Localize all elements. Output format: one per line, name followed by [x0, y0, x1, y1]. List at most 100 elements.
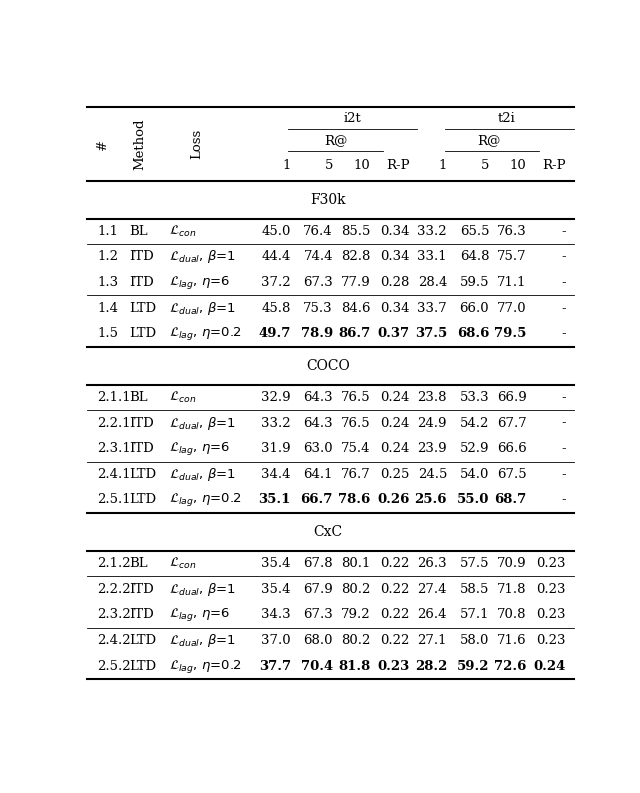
Text: 2.2.2: 2.2.2	[97, 583, 131, 596]
Text: 77.0: 77.0	[497, 302, 527, 315]
Text: 35.4: 35.4	[261, 557, 291, 570]
Text: 70.9: 70.9	[497, 557, 527, 570]
Text: 5: 5	[481, 159, 489, 173]
Text: BL: BL	[129, 391, 148, 404]
Text: ITD: ITD	[129, 251, 154, 263]
Text: Method: Method	[133, 118, 146, 170]
Text: 33.7: 33.7	[417, 302, 447, 315]
Text: 0.23: 0.23	[536, 608, 566, 621]
Text: 78.9: 78.9	[301, 328, 333, 340]
Text: -: -	[561, 416, 566, 430]
Text: 2.4.2: 2.4.2	[97, 634, 131, 647]
Text: 74.4: 74.4	[303, 251, 333, 263]
Text: 0.23: 0.23	[536, 557, 566, 570]
Text: 75.3: 75.3	[303, 302, 333, 315]
Text: 37.5: 37.5	[415, 328, 447, 340]
Text: 67.9: 67.9	[303, 583, 333, 596]
Text: 0.22: 0.22	[380, 557, 410, 570]
Text: 81.8: 81.8	[338, 660, 370, 672]
Text: 32.9: 32.9	[261, 391, 291, 404]
Text: R-P: R-P	[386, 159, 410, 173]
Text: 44.4: 44.4	[261, 251, 291, 263]
Text: 53.3: 53.3	[460, 391, 489, 404]
Text: 10: 10	[509, 159, 527, 173]
Text: $\mathcal{L}_{lag}$, $\eta$=0.2: $\mathcal{L}_{lag}$, $\eta$=0.2	[169, 657, 242, 675]
Text: 5: 5	[324, 159, 333, 173]
Text: 77.9: 77.9	[340, 276, 370, 289]
Text: #: #	[96, 139, 109, 150]
Text: 75.4: 75.4	[340, 442, 370, 455]
Text: $\mathcal{L}_{lag}$, $\eta$=6: $\mathcal{L}_{lag}$, $\eta$=6	[169, 274, 230, 291]
Text: LTD: LTD	[129, 302, 157, 315]
Text: 1: 1	[438, 159, 447, 173]
Text: 0.26: 0.26	[378, 493, 410, 507]
Text: BL: BL	[129, 557, 148, 570]
Text: 76.5: 76.5	[340, 391, 370, 404]
Text: 0.37: 0.37	[378, 328, 410, 340]
Text: 0.23: 0.23	[536, 583, 566, 596]
Text: ITD: ITD	[129, 276, 154, 289]
Text: 33.2: 33.2	[261, 416, 291, 430]
Text: 84.6: 84.6	[340, 302, 370, 315]
Text: 71.6: 71.6	[497, 634, 527, 647]
Text: 45.8: 45.8	[261, 302, 291, 315]
Text: -: -	[561, 302, 566, 315]
Text: 67.7: 67.7	[497, 416, 527, 430]
Text: 57.1: 57.1	[460, 608, 489, 621]
Text: 54.0: 54.0	[460, 468, 489, 481]
Text: 24.9: 24.9	[417, 416, 447, 430]
Text: 64.3: 64.3	[303, 416, 333, 430]
Text: 27.4: 27.4	[417, 583, 447, 596]
Text: 34.3: 34.3	[261, 608, 291, 621]
Text: 2.2.1: 2.2.1	[97, 416, 131, 430]
Text: 80.2: 80.2	[340, 634, 370, 647]
Text: 80.2: 80.2	[340, 583, 370, 596]
Text: 79.2: 79.2	[340, 608, 370, 621]
Text: 79.5: 79.5	[494, 328, 527, 340]
Text: 1.4: 1.4	[97, 302, 118, 315]
Text: 1.5: 1.5	[97, 328, 118, 340]
Text: 58.5: 58.5	[460, 583, 489, 596]
Text: 0.24: 0.24	[380, 391, 410, 404]
Text: 67.5: 67.5	[497, 468, 527, 481]
Text: i2t: i2t	[344, 112, 362, 125]
Text: 28.2: 28.2	[415, 660, 447, 672]
Text: 0.23: 0.23	[378, 660, 410, 672]
Text: BL: BL	[129, 225, 148, 238]
Text: R@: R@	[324, 134, 347, 147]
Text: 86.7: 86.7	[338, 328, 370, 340]
Text: 10: 10	[353, 159, 370, 173]
Text: 70.8: 70.8	[497, 608, 527, 621]
Text: ITD: ITD	[129, 608, 154, 621]
Text: LTD: LTD	[129, 328, 157, 340]
Text: 2.4.1: 2.4.1	[97, 468, 131, 481]
Text: 37.2: 37.2	[261, 276, 291, 289]
Text: -: -	[561, 493, 566, 507]
Text: 0.34: 0.34	[380, 302, 410, 315]
Text: 76.3: 76.3	[497, 225, 527, 238]
Text: 1.3: 1.3	[97, 276, 118, 289]
Text: 1.1: 1.1	[97, 225, 118, 238]
Text: -: -	[561, 225, 566, 238]
Text: $\mathcal{L}_{dual}$, $\beta$=1: $\mathcal{L}_{dual}$, $\beta$=1	[169, 465, 236, 483]
Text: 68.0: 68.0	[303, 634, 333, 647]
Text: 54.2: 54.2	[460, 416, 489, 430]
Text: 2.5.2: 2.5.2	[97, 660, 131, 672]
Text: 66.6: 66.6	[497, 442, 527, 455]
Text: $\mathcal{L}_{lag}$, $\eta$=6: $\mathcal{L}_{lag}$, $\eta$=6	[169, 440, 230, 458]
Text: 66.9: 66.9	[497, 391, 527, 404]
Text: 59.5: 59.5	[460, 276, 489, 289]
Text: 26.3: 26.3	[417, 557, 447, 570]
Text: -: -	[561, 442, 566, 455]
Text: 59.2: 59.2	[457, 660, 489, 672]
Text: 78.6: 78.6	[338, 493, 370, 507]
Text: 35.1: 35.1	[259, 493, 291, 507]
Text: 49.7: 49.7	[259, 328, 291, 340]
Text: LTD: LTD	[129, 493, 157, 507]
Text: -: -	[561, 391, 566, 404]
Text: 37.0: 37.0	[261, 634, 291, 647]
Text: 25.6: 25.6	[415, 493, 447, 507]
Text: t2i: t2i	[498, 112, 515, 125]
Text: 2.3.1: 2.3.1	[97, 442, 131, 455]
Text: 67.3: 67.3	[303, 608, 333, 621]
